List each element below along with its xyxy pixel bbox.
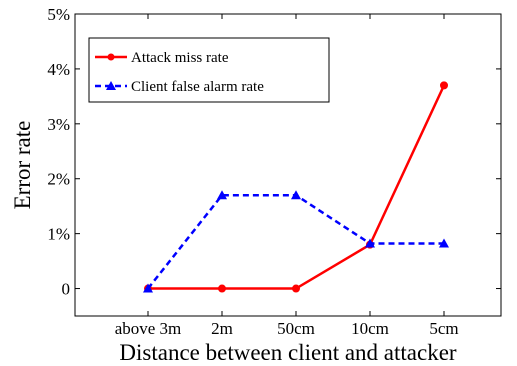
data-point-1 bbox=[143, 283, 153, 293]
x-tick-label: 10cm bbox=[351, 319, 389, 338]
legend: Attack miss rate Client false alarm rate bbox=[88, 37, 330, 103]
x-axis: above 3m 2m 50cm 10cm 5cm bbox=[115, 14, 459, 338]
data-point-1 bbox=[217, 190, 227, 200]
y-axis: 0 1% 2% 3% 4% 5% bbox=[47, 5, 501, 299]
data-point-1 bbox=[439, 238, 449, 248]
legend-label-0: Attack miss rate bbox=[131, 50, 229, 66]
legend-label-1: Client false alarm rate bbox=[131, 79, 264, 95]
y-tick-label: 3% bbox=[47, 115, 70, 134]
x-tick-label: 5cm bbox=[429, 319, 458, 338]
y-tick-label: 4% bbox=[47, 60, 70, 79]
data-point-0 bbox=[292, 284, 300, 293]
series-layer bbox=[143, 81, 449, 293]
data-point-0 bbox=[440, 81, 448, 90]
legend-marker-1 bbox=[106, 81, 116, 90]
x-tick-label: 2m bbox=[211, 319, 233, 338]
x-tick-label: 50cm bbox=[277, 319, 315, 338]
y-tick-label: 5% bbox=[47, 5, 70, 24]
y-tick-label: 0 bbox=[62, 280, 71, 299]
legend-box bbox=[88, 37, 330, 103]
y-axis-label: Error rate bbox=[10, 121, 35, 210]
y-tick-label: 2% bbox=[47, 170, 70, 189]
y-tick-label: 1% bbox=[47, 225, 70, 244]
x-tick-label: above 3m bbox=[115, 319, 182, 338]
legend-marker-0 bbox=[107, 53, 115, 61]
data-point-0 bbox=[218, 284, 226, 293]
x-axis-label: Distance between client and attacker bbox=[119, 340, 457, 365]
data-point-1 bbox=[365, 238, 375, 248]
data-point-1 bbox=[291, 190, 301, 200]
